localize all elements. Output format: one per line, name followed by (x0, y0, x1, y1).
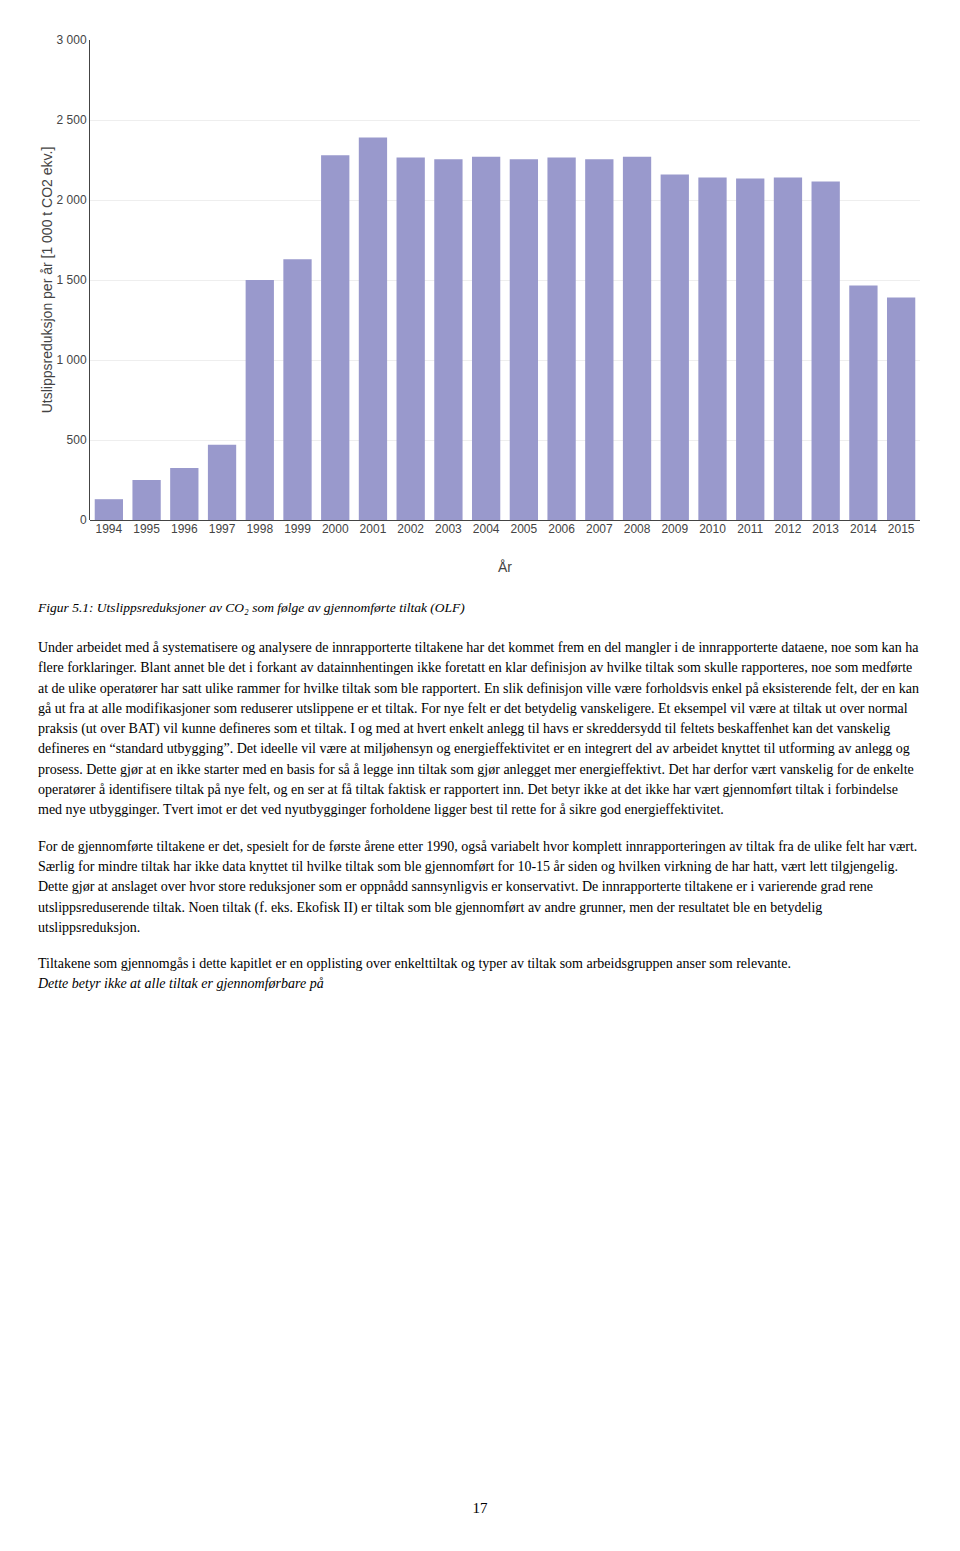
svg-text:2011: 2011 (737, 522, 763, 536)
svg-text:2008: 2008 (624, 522, 651, 536)
svg-text:2003: 2003 (435, 522, 462, 536)
svg-text:2006: 2006 (548, 522, 575, 536)
svg-text:500: 500 (67, 433, 87, 447)
html-text:Dette betyr ikke at alle tilta: Dette betyr ikke at alle tiltak er gjenn… (38, 976, 324, 992)
html-text:17: 17 (472, 1500, 488, 1516)
svg-text:2012: 2012 (775, 522, 802, 536)
svg-text:1 000: 1 000 (57, 353, 87, 367)
html-text:Under arbeidet med å systemati: Under arbeidet med å systematisere og an… (38, 640, 919, 818)
svg-text:1994: 1994 (96, 522, 123, 536)
svg-text:2004: 2004 (473, 522, 500, 536)
svg-text:3 000: 3 000 (57, 33, 87, 47)
svg-text:2015: 2015 (888, 522, 915, 536)
svg-text:1 500: 1 500 (57, 273, 87, 287)
svg-text:År: År (498, 559, 512, 575)
svg-text:2 000: 2 000 (57, 193, 87, 207)
svg-text:2005: 2005 (511, 522, 538, 536)
svg-text:2000: 2000 (322, 522, 349, 536)
svg-text:2001: 2001 (360, 522, 387, 536)
svg-text:1999: 1999 (284, 522, 311, 536)
svg-text:2007: 2007 (586, 522, 613, 536)
svg-text:1997: 1997 (209, 522, 236, 536)
svg-text:2014: 2014 (850, 522, 877, 536)
html-text:Figur 5.1: Utslippsreduksjoner: Figur 5.1: Utslippsreduksjoner av CO₂ so… (38, 600, 465, 615)
svg-text:2010: 2010 (699, 522, 726, 536)
svg-text:1998: 1998 (246, 522, 273, 536)
svg-text:Utslippsreduksjon per år [1 00: Utslippsreduksjon per år [1 000 t CO2 ek… (39, 147, 55, 414)
svg-text:2 500: 2 500 (57, 113, 87, 127)
svg-text:2009: 2009 (661, 522, 688, 536)
svg-text:1996: 1996 (171, 522, 198, 536)
html-text:For de gjennomførte tiltakene: For de gjennomførte tiltakene er det, sp… (38, 838, 918, 935)
svg-text:0: 0 (80, 513, 87, 527)
svg-text:2013: 2013 (812, 522, 839, 536)
svg-text:1995: 1995 (133, 522, 160, 536)
svg-text:2002: 2002 (397, 522, 424, 536)
html-text:Tiltakene som gjennomgås i det: Tiltakene som gjennomgås i dette kapitle… (38, 956, 791, 972)
